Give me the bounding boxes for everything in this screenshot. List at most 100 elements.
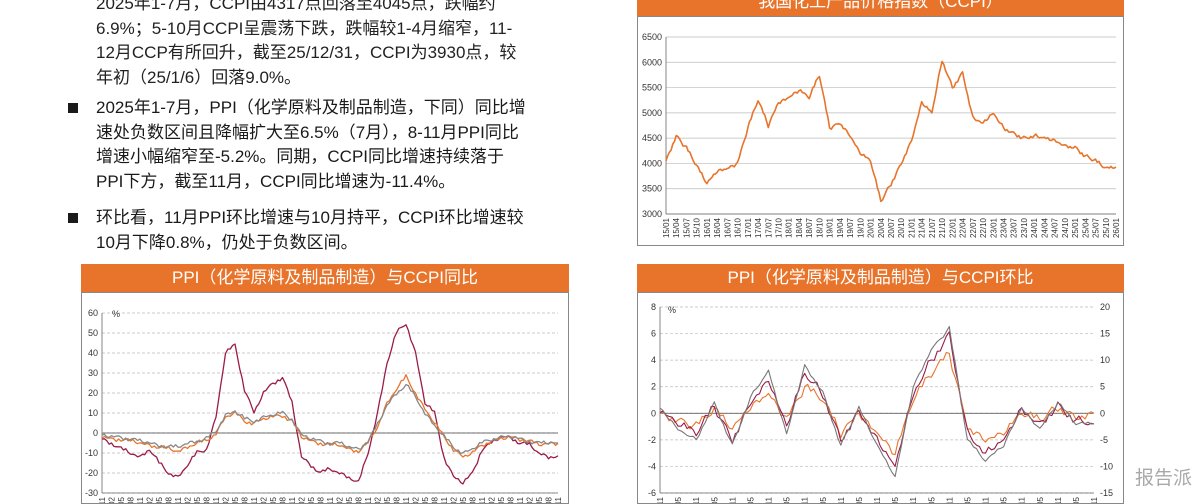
bullet-line: PPI下方，截至11月，CCPI同比增速为-11.4%。: [96, 171, 456, 191]
y-tick-label: 30: [88, 368, 98, 378]
x-tick-label: 17/07: [764, 217, 773, 238]
x-tick-label: 17-11: [250, 496, 259, 503]
x-tick-label: 15/10: [693, 217, 702, 238]
para1-line: 12月CCP有所回升，截至25/12/31，CCPI为3930点，较: [96, 43, 517, 62]
bullet-line: 速处负数区间且降幅扩大至6.5%（7月），8-11月PPI同比: [96, 122, 519, 142]
bullet-ppi-mom: 环比看，11月PPI环比增速与10月持平，CCPI环比增速较 10月下降0.8%…: [62, 206, 636, 255]
x-tick-label: 16/04: [713, 217, 722, 238]
bullet-square-icon: [68, 103, 78, 113]
paragraph-ccpi: 2025年1-7月，CCPI由4317点回落至4045点，跌幅约 6.9%；5-…: [96, 0, 636, 90]
series-line: [101, 324, 559, 485]
x-tick-label: 21-11: [402, 496, 411, 503]
x-tick-label: 22-02: [412, 496, 421, 503]
y-right-tick-label: -15: [1100, 488, 1113, 498]
x-tick-label: 21-05: [383, 496, 392, 503]
x-tick-label: 18-11: [837, 496, 846, 503]
x-tick-label: 21/01: [907, 217, 916, 238]
x-tick-label: 20/04: [877, 217, 886, 238]
ccpi-index-chart: 我国化工产品价格指数（CCPI） 3000 3500 4000 4500 5000 550…: [637, 0, 1124, 246]
para1-line: 2025年1-7月，CCPI由4317点回落至4045点，跌幅约: [96, 0, 496, 13]
x-tick-label: 20/10: [897, 217, 906, 238]
x-tick-label: 19/07: [846, 217, 855, 238]
x-tick-label: 22-11: [982, 496, 991, 503]
x-tick-label: 20-11: [909, 496, 918, 503]
x-tick-label: 21/10: [938, 217, 947, 238]
y-right-tick-label: 5: [1100, 382, 1105, 392]
x-tick-label: 19-02: [298, 496, 307, 503]
y-tick-label: -10: [85, 448, 98, 458]
x-tick-label: 15-02: [146, 496, 155, 503]
x-tick-label: 24-08: [507, 496, 516, 503]
y-tick-label: 50: [88, 328, 98, 338]
x-tick-label: 17-08: [241, 496, 250, 503]
x-tick-label: 23-08: [469, 496, 478, 503]
series-line: [665, 60, 1117, 203]
y-tick-label: 5500: [642, 83, 662, 93]
series-line: [659, 351, 1095, 456]
x-tick-label: 15-05: [710, 496, 719, 503]
x-tick-label: 20-05: [891, 496, 900, 503]
y-tick-label: -20: [85, 468, 98, 478]
x-tick-label: 16/07: [723, 217, 732, 238]
x-tick-label: 19-05: [855, 496, 864, 503]
x-tick-label: 18-05: [269, 496, 278, 503]
x-tick-label: 21/07: [928, 217, 937, 238]
yoy-chart: PPI（化学原料及制品制造）与CCPI同比 -30 -20 -10 0 10 20 30 40…: [81, 264, 569, 504]
y-right-tick-label: -10: [1100, 461, 1113, 471]
x-tick-label: 19/10: [856, 217, 865, 238]
ccpi-chart-title: 我国化工产品价格指数（CCPI）: [637, 0, 1124, 16]
x-tick-label: 23-05: [459, 496, 468, 503]
x-tick-label: 18-11: [288, 496, 297, 503]
x-tick-label: 16-02: [184, 496, 193, 503]
x-tick-label: 14-11: [692, 496, 701, 503]
x-tick-label: 18/07: [805, 217, 814, 238]
y-tick-label: 2: [651, 382, 656, 392]
x-tick-label: 19-05: [307, 496, 316, 503]
x-tick-label: 24/01: [1030, 217, 1039, 238]
x-tick-label: 16-05: [193, 496, 202, 503]
x-tick-label: 14-05: [117, 496, 126, 503]
x-tick-label: 15/01: [662, 217, 671, 238]
x-tick-label: 23/10: [1020, 217, 1029, 238]
x-tick-label: 25/04: [1081, 217, 1090, 238]
mom-chart-title: PPI（化学原料及制品制造）与CCPI环比: [637, 264, 1124, 292]
watermark: 报告派: [1134, 468, 1192, 489]
x-tick-label: 17/01: [744, 217, 753, 238]
x-tick-label: 14-11: [136, 496, 145, 503]
x-tick-label: 20-11: [364, 496, 373, 503]
x-tick-label: 15-05: [155, 496, 164, 503]
x-tick-label: 24-11: [516, 496, 525, 503]
x-tick-label: 20-02: [336, 496, 345, 503]
y-tick-label: 6500: [642, 32, 662, 42]
x-tick-label: 25-11: [1090, 496, 1099, 503]
x-tick-label: 17-02: [222, 496, 231, 503]
x-tick-label: 16/01: [703, 217, 712, 238]
y-tick-label: 4: [651, 355, 656, 365]
x-tick-label: 25/07: [1092, 217, 1101, 238]
series-line: [659, 325, 1094, 478]
x-tick-label: 25-05: [535, 496, 544, 503]
x-tick-label: 24-05: [497, 496, 506, 503]
bullet-square-icon: [68, 213, 78, 223]
x-tick-label: 23-05: [1000, 496, 1009, 503]
para1-line: 6.9%；5-10月CCPI呈震荡下跌，跌幅较1-4月缩窄，11-: [96, 18, 513, 38]
x-tick-label: 18-08: [279, 496, 288, 503]
y-tick-label: -4: [648, 461, 656, 471]
y-right-tick-label: -5: [1100, 435, 1108, 445]
x-tick-label: 18/01: [785, 217, 794, 238]
x-tick-label: 24-11: [1054, 496, 1063, 503]
x-tick-label: 22-05: [963, 496, 972, 503]
y-tick-label: 6000: [642, 57, 662, 67]
yoy-chart-svg: -30-20-10010203040506013-1114-0214-0514-…: [85, 308, 563, 503]
x-tick-label: 18-02: [260, 496, 269, 503]
bullet-line: 10月下降0.8%，仍处于负数区间。: [96, 232, 358, 252]
y-tick-label: 0: [93, 428, 98, 438]
y-tick-label: 8: [651, 302, 656, 312]
y-tick-label: 5000: [642, 108, 662, 118]
series-line: [659, 331, 1095, 467]
unit-label: %: [668, 305, 676, 315]
y-tick-label: 3000: [642, 209, 662, 219]
x-tick-label: 25-11: [554, 496, 563, 503]
series-line: [101, 374, 559, 458]
